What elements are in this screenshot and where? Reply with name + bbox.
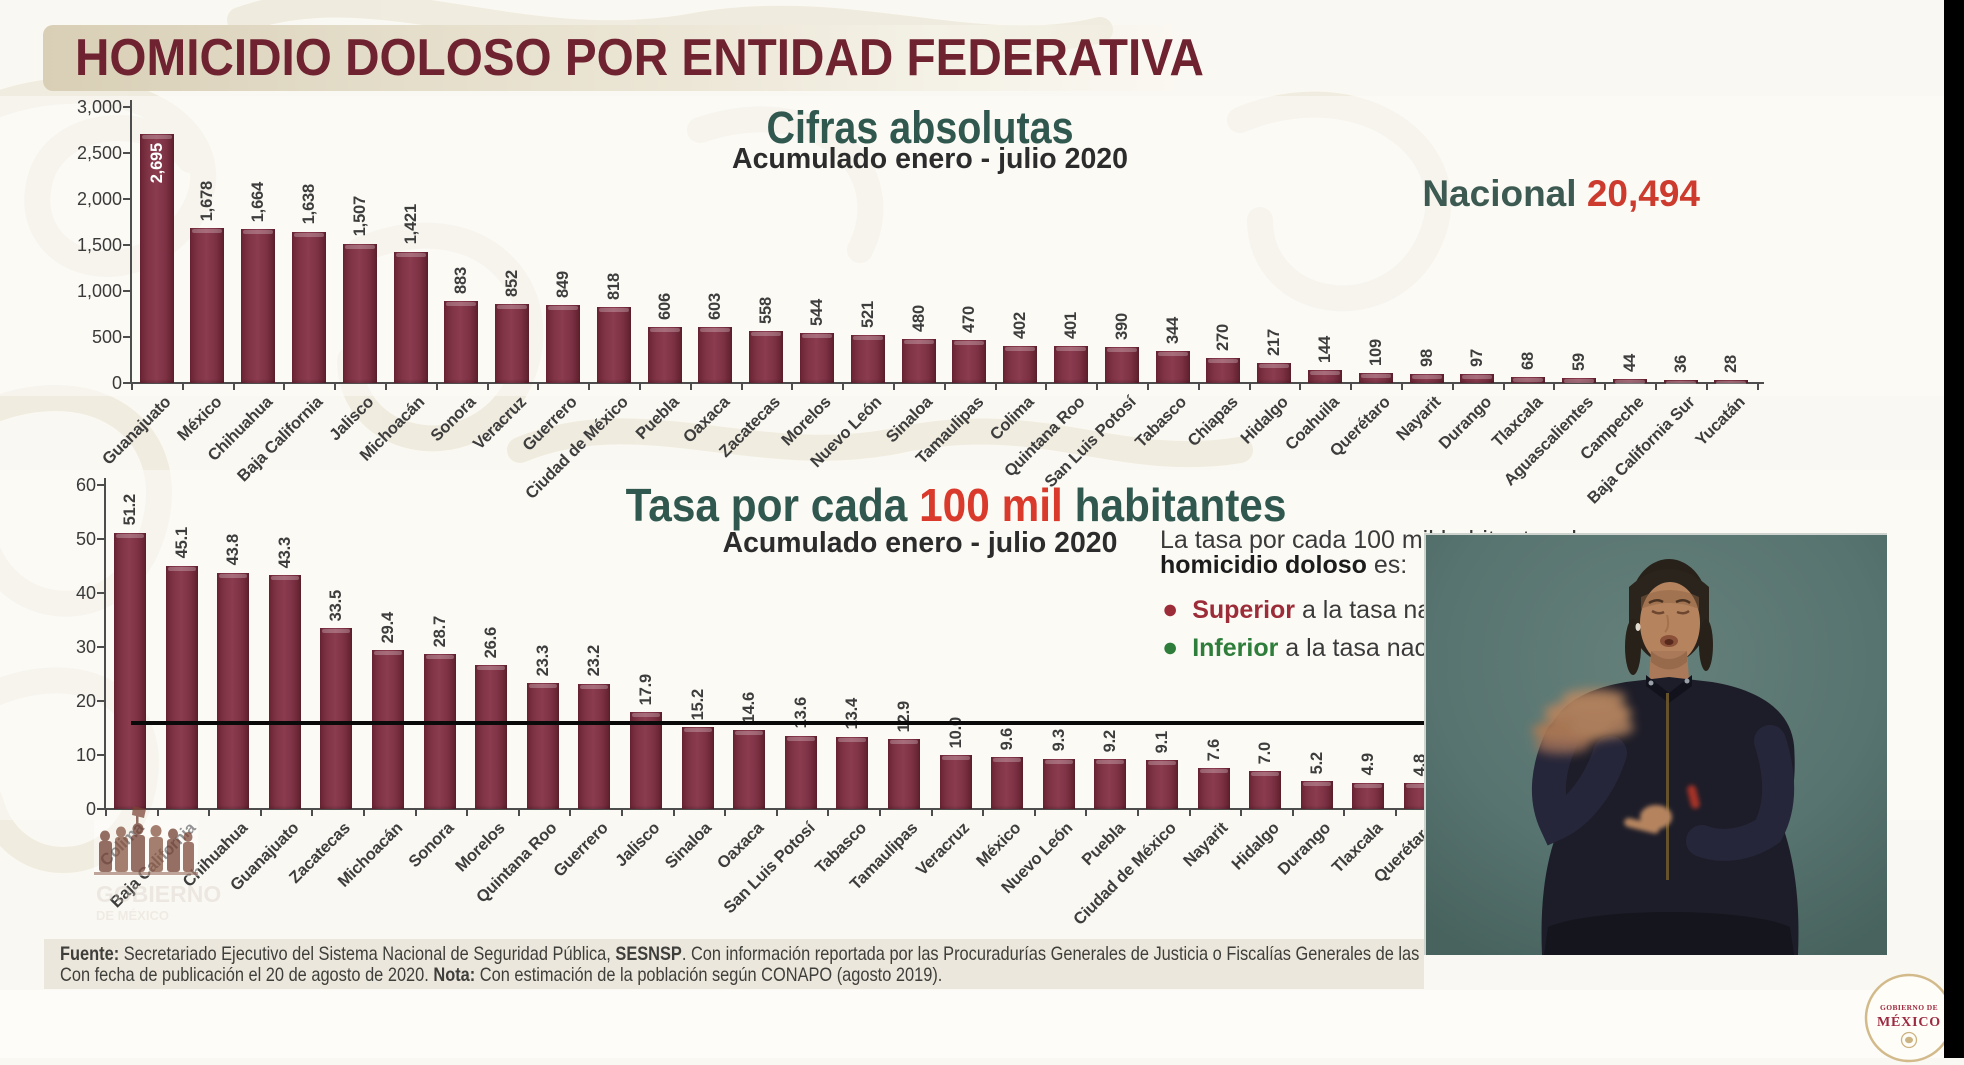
svg-text:MÉXICO: MÉXICO — [1877, 1013, 1941, 1030]
svg-text:GOBIERNO: GOBIERNO — [96, 881, 221, 907]
svg-text:DE MÉXICO: DE MÉXICO — [96, 908, 169, 923]
svg-text:GOBIERNO DE: GOBIERNO DE — [1880, 1003, 1938, 1012]
